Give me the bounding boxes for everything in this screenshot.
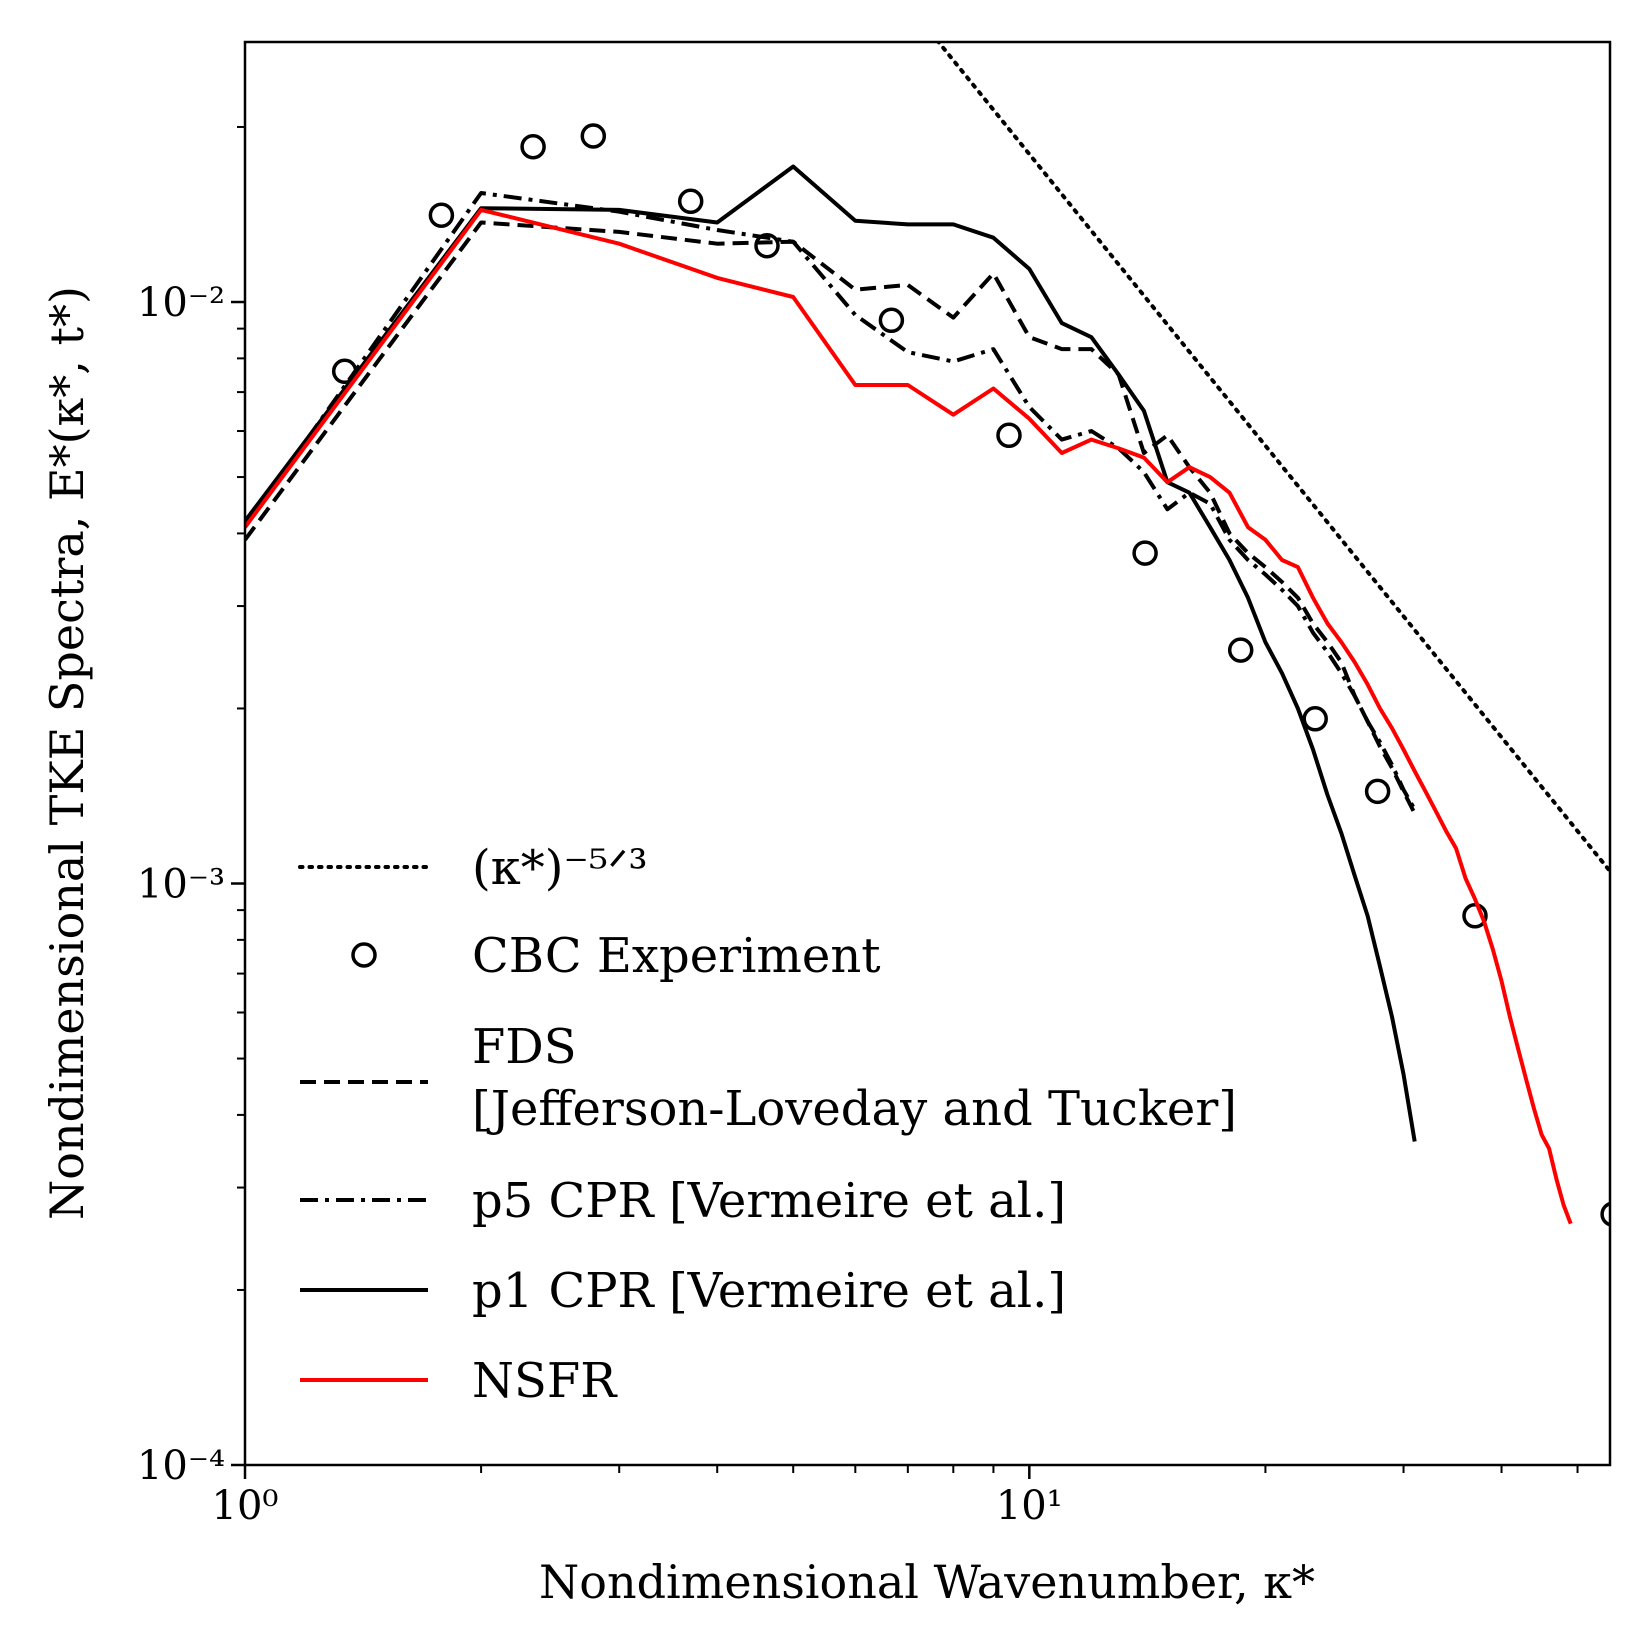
x-tick-label-1: 10¹ [996,1483,1063,1529]
cbc-marker-10 [1302,706,1328,732]
y-tick-label-1: 10⁻³ [137,862,225,908]
cbc-marker-12 [1462,903,1488,929]
ticks-layer: 10⁰ 10¹ 10⁻⁴ 10⁻³ 10⁻² [137,125,1579,1529]
legend-label-cbc: CBC Experiment [472,928,881,984]
legend: (κ*)⁻⁵ᐟ³ CBC Experiment FDS [Jefferson-L… [298,840,1237,1409]
legend-label-nsfr: NSFR [472,1353,618,1409]
y-axis-label: Nondimensional TKE Spectra, E*(κ*, t*) [40,286,94,1220]
nsfr-line [245,207,1573,1225]
series-layer [245,42,1610,1227]
legend-label-fds-line2: [Jefferson-Loveday and Tucker] [472,1081,1237,1137]
cbc-marker-7 [996,422,1022,449]
x-tick-label-0: 10⁰ [212,1483,279,1529]
p1-cpr-line [245,164,1417,1142]
cbc-experiment-markers [331,123,1610,1227]
plot-frame [243,40,1612,1467]
p5-cpr-line [245,191,1417,811]
legend-swatch-cbc [351,942,377,968]
cbc-marker-11 [1364,778,1391,805]
y-tick-label-0: 10⁻⁴ [137,1443,225,1489]
slope-reference-line [935,42,1610,874]
cbc-marker-3 [580,123,607,149]
cbc-marker-1 [428,202,455,228]
cbc-marker-9 [1227,637,1254,663]
cbc-marker-2 [520,133,546,160]
cbc-marker-5 [754,232,780,259]
legend-label-p1: p1 CPR [Vermeire et al.] [472,1263,1066,1319]
cbc-marker-13 [1600,1201,1610,1227]
legend-label-p5: p5 CPR [Vermeire et al.] [472,1173,1066,1229]
cbc-marker-4 [677,188,704,215]
cbc-marker-8 [1132,540,1158,566]
cbc-marker-6 [878,307,905,334]
legend-label-fds-line1: FDS [472,1019,577,1075]
y-tick-label-2: 10⁻² [137,280,225,326]
x-axis-label: Nondimensional Wavenumber, κ* [539,1555,1315,1609]
legend-label-slope: (κ*)⁻⁵ᐟ³ [472,840,648,896]
